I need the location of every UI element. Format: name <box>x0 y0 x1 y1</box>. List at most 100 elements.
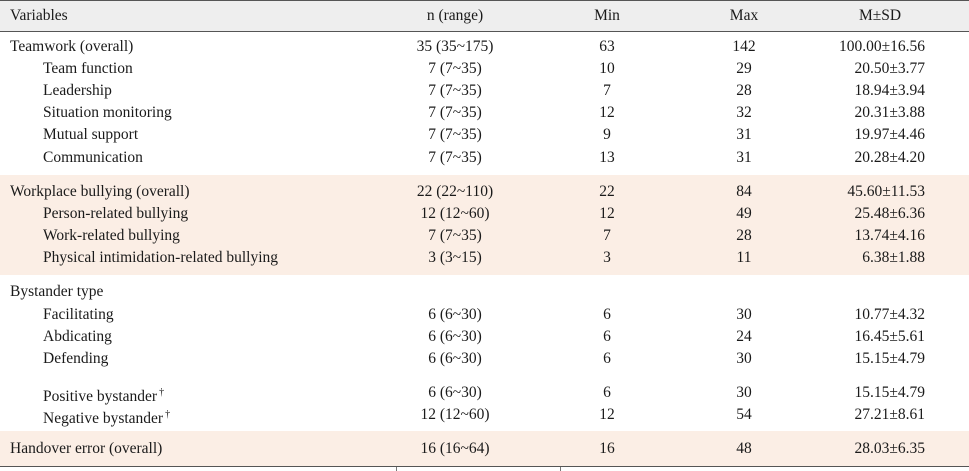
row-label: Physical intimidation-related bullying <box>43 249 279 266</box>
row-msd: 15.15±4.79 <box>854 384 925 401</box>
table-row: Negative bystander † 12 (12~60) 12 54 27.… <box>0 404 969 427</box>
table-row: Handover error (overall) 16 (16~64) 16 4… <box>0 438 969 460</box>
row-n-range: 7 (7~35) <box>428 126 482 143</box>
table-row: Teamwork (overall) 35 (35~175) 63 142 10… <box>0 36 969 58</box>
row-min: 16 <box>599 440 615 457</box>
row-msd: 18.94±3.94 <box>854 82 925 99</box>
bottom-rule <box>0 466 969 467</box>
row-n-range: 35 (35~175) <box>416 38 494 55</box>
header-msd: M±SD <box>858 7 902 24</box>
table-row: Leadership 7 (7~35) 7 28 18.94±3.94 <box>0 80 969 102</box>
cut-glyph <box>560 467 561 471</box>
row-max: 32 <box>736 104 752 121</box>
row-label: Defending <box>43 350 109 367</box>
dagger-mark: † <box>165 409 171 420</box>
row-min: 63 <box>599 38 615 55</box>
row-label-wrap: Positive bystander † <box>43 382 164 408</box>
table-row: Facilitating 6 (6~30) 6 30 10.77±4.32 <box>0 304 969 326</box>
row-n-range: 12 (12~60) <box>420 205 490 222</box>
row-msd: 10.77±4.32 <box>854 306 925 323</box>
row-min: 12 <box>599 104 615 121</box>
row-min: 6 <box>603 306 611 323</box>
row-n-range: 7 (7~35) <box>428 149 482 166</box>
table-row: Mutual support 7 (7~35) 9 31 19.97±4.46 <box>0 124 969 146</box>
row-label: Team function <box>43 60 133 77</box>
row-msd: 28.03±6.35 <box>854 440 925 457</box>
cut-glyph <box>396 467 397 471</box>
row-max: 31 <box>736 126 752 143</box>
row-msd: 27.21±8.61 <box>854 406 925 423</box>
row-max: 28 <box>736 82 752 99</box>
row-label: Workplace bullying (overall) <box>10 183 190 200</box>
row-n-range: 3 (3~15) <box>428 249 482 266</box>
header-min: Min <box>594 7 620 24</box>
row-n-range: 7 (7~35) <box>428 60 482 77</box>
row-min: 3 <box>603 249 611 266</box>
table-row: Situation monitoring 7 (7~35) 12 32 20.3… <box>0 102 969 124</box>
row-max: 84 <box>736 183 752 200</box>
row-n-range: 6 (6~30) <box>428 306 482 323</box>
row-max: 30 <box>736 384 752 401</box>
table-row: Communication 7 (7~35) 13 31 20.28±4.20 <box>0 147 969 169</box>
row-label: Situation monitoring <box>43 104 172 121</box>
table-row: Defending 6 (6~30) 6 30 15.15±4.79 <box>0 348 969 370</box>
row-min: 10 <box>599 60 615 77</box>
row-max: 29 <box>736 60 752 77</box>
row-msd: 20.50±3.77 <box>854 60 925 77</box>
row-msd: 20.31±3.88 <box>854 104 925 121</box>
row-label: Abdicating <box>43 328 112 345</box>
row-msd: 100.00±16.56 <box>838 38 925 55</box>
cut-off-footnote <box>0 467 969 471</box>
row-msd: 16.45±5.61 <box>854 328 925 345</box>
row-label: Teamwork (overall) <box>10 38 134 55</box>
row-label: Handover error (overall) <box>10 440 163 457</box>
row-max: 142 <box>732 38 756 55</box>
section-handover-error <box>0 431 969 466</box>
row-min: 13 <box>599 149 615 166</box>
row-min: 7 <box>603 227 611 244</box>
header-max: Max <box>729 7 759 24</box>
row-n-range: 12 (12~60) <box>420 406 490 423</box>
row-n-range: 6 (6~30) <box>428 350 482 367</box>
row-label: Facilitating <box>43 306 114 323</box>
row-msd: 6.38±1.88 <box>862 249 925 266</box>
row-label: Communication <box>43 149 143 166</box>
row-n-range: 7 (7~35) <box>428 82 482 99</box>
table-row: Team function 7 (7~35) 10 29 20.50±3.77 <box>0 58 969 80</box>
row-label-wrap: Negative bystander † <box>43 404 170 430</box>
header-variables: Variables <box>10 7 68 24</box>
section-workplace-bullying <box>0 175 969 275</box>
table-row: Work-related bullying 7 (7~35) 7 28 13.7… <box>0 225 969 247</box>
dagger-mark: † <box>159 387 165 398</box>
table-row: Abdicating 6 (6~30) 6 24 16.45±5.61 <box>0 326 969 348</box>
row-max: 30 <box>736 350 752 367</box>
table-row: Physical intimidation-related bullying 3… <box>0 247 969 269</box>
row-n-range: 16 (16~64) <box>420 440 490 457</box>
row-min: 22 <box>599 183 615 200</box>
row-max: 54 <box>736 406 752 423</box>
row-n-range: 6 (6~30) <box>428 384 482 401</box>
row-msd: 13.74±4.16 <box>854 227 925 244</box>
row-max: 48 <box>736 440 752 457</box>
row-max: 31 <box>736 149 752 166</box>
row-msd: 20.28±4.20 <box>854 149 925 166</box>
row-label: Negative bystander <box>43 410 164 427</box>
row-min: 6 <box>603 384 611 401</box>
row-min: 6 <box>603 328 611 345</box>
row-min: 12 <box>599 205 615 222</box>
row-max: 49 <box>736 205 752 222</box>
row-msd: 19.97±4.46 <box>854 126 925 143</box>
row-max: 11 <box>736 249 752 266</box>
table-row: Workplace bullying (overall) 22 (22~110)… <box>0 181 969 203</box>
header-n-range: n (range) <box>426 7 484 24</box>
row-min: 6 <box>603 350 611 367</box>
row-label: Work-related bullying <box>43 227 180 244</box>
row-max: 30 <box>736 306 752 323</box>
row-n-range: 7 (7~35) <box>428 104 482 121</box>
row-msd: 25.48±6.36 <box>854 205 925 222</box>
row-max: 24 <box>736 328 752 345</box>
row-label: Positive bystander <box>43 388 158 405</box>
row-n-range: 6 (6~30) <box>428 328 482 345</box>
row-max: 28 <box>736 227 752 244</box>
row-label: Mutual support <box>43 126 139 143</box>
